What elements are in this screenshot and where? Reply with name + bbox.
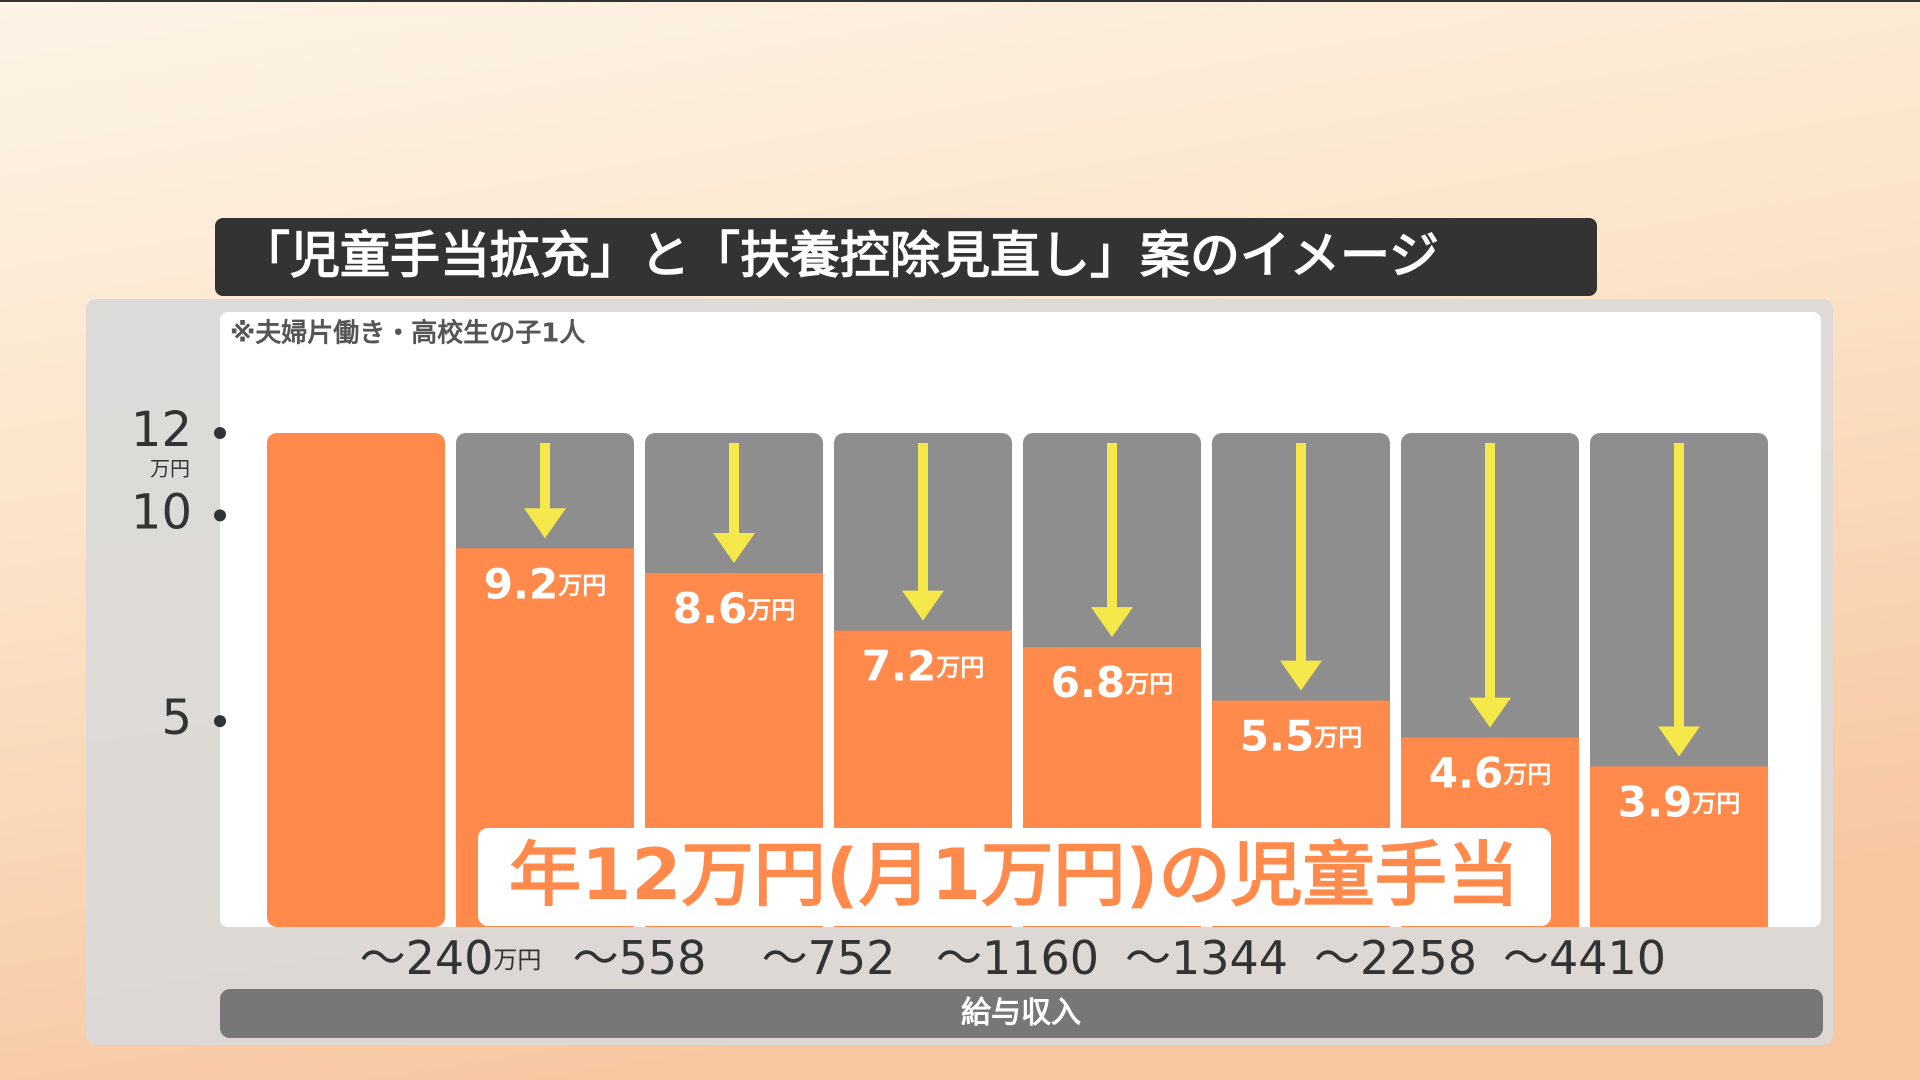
x-axis-bar	[220, 989, 1823, 1038]
x-tick-text: ～1160	[936, 931, 1099, 985]
value-unit: 万円	[1314, 724, 1362, 752]
x-tick-label: ～4410	[1503, 931, 1666, 985]
x-tick-text: ～2258	[1314, 931, 1477, 985]
title-box	[215, 218, 1597, 296]
note: ※夫婦片働き・高校生の子1人	[230, 318, 585, 349]
value-unit: 万円	[936, 654, 984, 682]
x-tick-text: ～4410	[1503, 931, 1666, 985]
x-tick-text: ～240	[360, 931, 494, 985]
arrow-shaft	[729, 443, 739, 543]
arrow-shaft	[1674, 443, 1684, 737]
value-label: 4.6万円	[1429, 748, 1551, 797]
arrow-head	[1280, 660, 1322, 691]
x-tick-label: ～240万円	[360, 931, 542, 985]
x-unit: 万円	[493, 946, 541, 974]
value-number: 8.6	[673, 583, 747, 632]
value-label: 3.9万円	[1618, 777, 1740, 826]
arrow-head	[524, 508, 566, 539]
x-tick-label: ～558	[573, 931, 707, 985]
value-label: 8.6万円	[673, 583, 795, 632]
chart-title: 「児童手当拡充」と「扶養控除見直し」案のイメージ	[240, 227, 1439, 285]
annotation: 年12万円(月1万円)の児童手当	[509, 834, 1519, 916]
y-tick-label: 5	[161, 690, 192, 746]
arrow-shaft	[1296, 443, 1306, 671]
value-number: 4.6	[1429, 748, 1503, 797]
value-unit: 万円	[1125, 670, 1173, 698]
annotation-box	[478, 828, 1551, 926]
value-number: 7.2	[862, 641, 936, 690]
bar	[267, 433, 445, 927]
x-axis-label: 給与収入	[961, 996, 1081, 1031]
value-label: 5.5万円	[1240, 711, 1362, 760]
value-number: 5.5	[1240, 711, 1314, 760]
arrow-head	[713, 532, 755, 563]
value-number: 3.9	[1618, 777, 1692, 826]
x-tick-text: ～558	[573, 931, 707, 985]
arrow-head	[1469, 697, 1511, 728]
y-unit: 万円	[150, 457, 190, 481]
value-unit: 万円	[558, 571, 606, 599]
top-line	[0, 0, 1920, 2]
arrow-head	[902, 590, 944, 621]
y-tick-label: 12	[131, 402, 192, 458]
arrow-shaft	[540, 443, 550, 519]
y-tick-mark	[214, 509, 226, 522]
x-tick-text: ～752	[762, 931, 896, 985]
bar	[1590, 766, 1768, 927]
y-tick-mark	[214, 427, 226, 439]
arrow-shaft	[1485, 443, 1495, 708]
x-tick-label: ～752	[762, 931, 896, 985]
x-tick-label: ～1344	[1125, 931, 1288, 985]
value-number: 6.8	[1051, 658, 1125, 707]
value-label: 9.2万円	[484, 559, 606, 608]
y-tick-label: 10	[131, 484, 192, 540]
arrow-head	[1091, 607, 1133, 638]
arrow-head	[1658, 726, 1700, 757]
arrow-shaft	[918, 443, 928, 601]
value-number: 9.2	[484, 559, 558, 608]
value-label: 6.8万円	[1051, 658, 1173, 707]
x-tick-label: ～1160	[936, 931, 1099, 985]
value-unit: 万円	[747, 596, 795, 624]
value-unit: 万円	[1692, 789, 1740, 817]
value-unit: 万円	[1503, 761, 1551, 789]
x-tick-label: ～2258	[1314, 931, 1477, 985]
y-tick-mark	[214, 715, 226, 728]
x-tick-text: ～1344	[1125, 931, 1288, 985]
arrow-shaft	[1107, 443, 1117, 618]
value-label: 7.2万円	[862, 641, 984, 690]
